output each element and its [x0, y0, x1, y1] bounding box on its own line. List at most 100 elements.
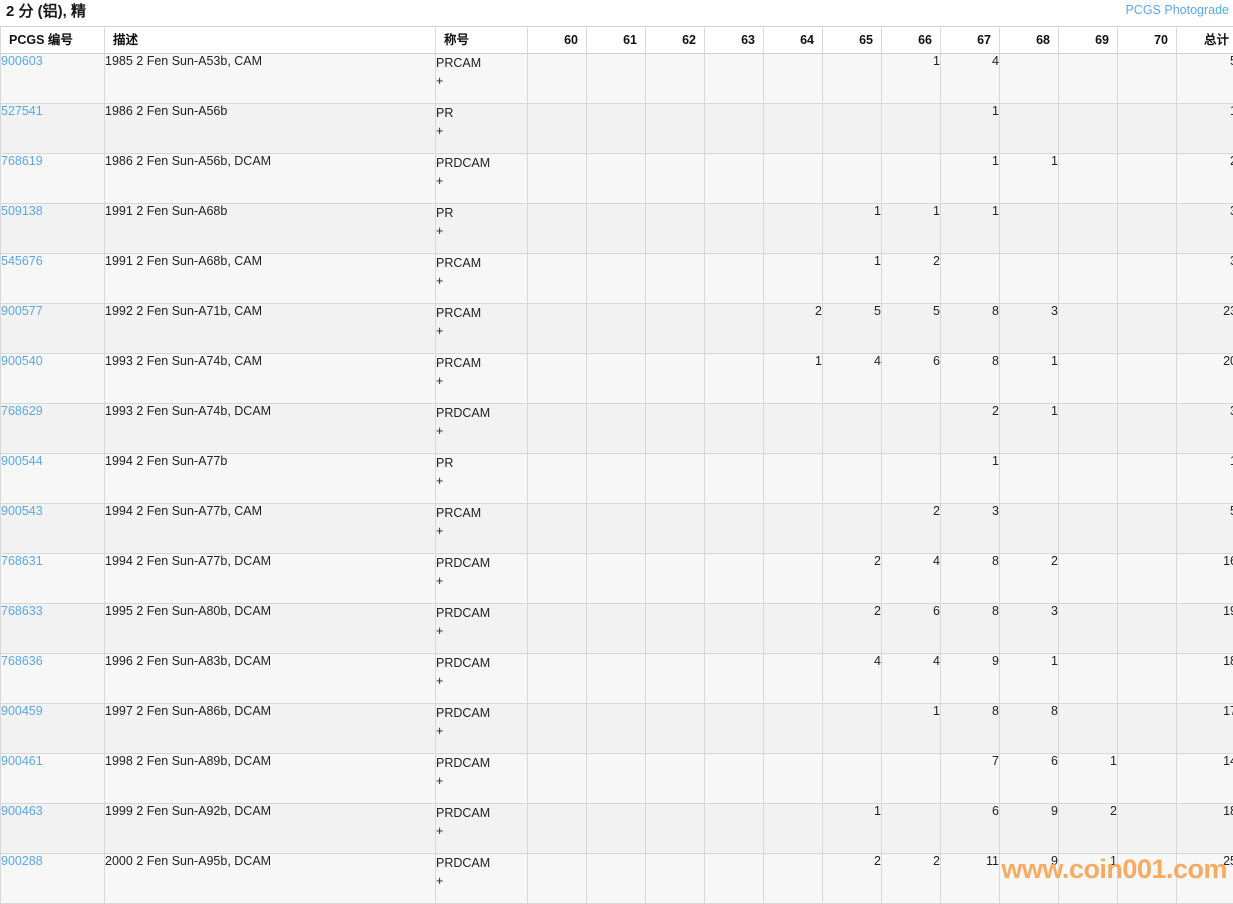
- pcgs-no-link[interactable]: 768631: [1, 554, 43, 568]
- col-header-description[interactable]: 描述: [105, 27, 436, 54]
- designation-label: PRCAM: [436, 356, 481, 370]
- cell-total: 25: [1177, 854, 1233, 904]
- cell-grade-61: [587, 854, 646, 904]
- cell-grade-68: [1000, 54, 1059, 104]
- cell-description: 1993 2 Fen Sun-A74b, DCAM: [105, 404, 436, 454]
- pcgs-no-link[interactable]: 768619: [1, 154, 43, 168]
- cell-grade-60: [528, 504, 587, 554]
- cell-grade-64: [764, 754, 823, 804]
- designation-label: PRDCAM: [436, 756, 490, 770]
- col-header-grade-66[interactable]: 66: [882, 27, 941, 54]
- cell-grade-64: [764, 454, 823, 504]
- designation-label: PRDCAM: [436, 606, 490, 620]
- cell-pcgs-no: 900603: [1, 54, 105, 104]
- col-header-total[interactable]: 总计: [1177, 27, 1233, 54]
- pcgs-no-link[interactable]: 768629: [1, 404, 43, 418]
- cell-designation: PR+: [436, 204, 528, 254]
- col-header-grade-69[interactable]: 69: [1059, 27, 1118, 54]
- col-header-designation[interactable]: 称号: [436, 27, 528, 54]
- cell-pcgs-no: 900461: [1, 754, 105, 804]
- cell-pcgs-no: 900463: [1, 804, 105, 854]
- cell-grade-63: [705, 354, 764, 404]
- cell-grade-63: [705, 804, 764, 854]
- pcgs-no-link[interactable]: 900543: [1, 504, 43, 518]
- pcgs-no-link[interactable]: 900288: [1, 854, 43, 868]
- cell-grade-69: [1059, 604, 1118, 654]
- cell-grade-62: [646, 654, 705, 704]
- pcgs-no-link[interactable]: 768636: [1, 654, 43, 668]
- pcgs-photograde-link[interactable]: PCGS Photograde: [1125, 3, 1229, 17]
- cell-grade-62: [646, 604, 705, 654]
- cell-grade-69: [1059, 204, 1118, 254]
- designation-label: PRDCAM: [436, 556, 490, 570]
- cell-description: 1996 2 Fen Sun-A83b, DCAM: [105, 654, 436, 704]
- pcgs-no-link[interactable]: 900577: [1, 304, 43, 318]
- cell-total: 17: [1177, 704, 1233, 754]
- pcgs-no-link[interactable]: 509138: [1, 204, 43, 218]
- cell-designation: PRDCAM+: [436, 404, 528, 454]
- cell-grade-70: [1118, 254, 1177, 304]
- cell-grade-62: [646, 504, 705, 554]
- cell-grade-69: [1059, 404, 1118, 454]
- cell-grade-61: [587, 104, 646, 154]
- cell-grade-69: [1059, 104, 1118, 154]
- cell-grade-60: [528, 254, 587, 304]
- designation-label: PRDCAM: [436, 806, 490, 820]
- cell-grade-66: 2: [882, 254, 941, 304]
- cell-grade-65: 4: [823, 354, 882, 404]
- cell-grade-66: [882, 154, 941, 204]
- designation-plus: +: [436, 172, 527, 190]
- col-header-grade-65[interactable]: 65: [823, 27, 882, 54]
- cell-grade-65: [823, 54, 882, 104]
- cell-grade-63: [705, 54, 764, 104]
- designation-plus: +: [436, 322, 527, 340]
- cell-grade-69: [1059, 304, 1118, 354]
- pcgs-no-link[interactable]: 900544: [1, 454, 43, 468]
- col-header-pcgs-no[interactable]: PCGS 编号: [1, 27, 105, 54]
- pcgs-no-link[interactable]: 900540: [1, 354, 43, 368]
- cell-grade-64: [764, 254, 823, 304]
- cell-grade-66: 2: [882, 504, 941, 554]
- cell-total: 1: [1177, 104, 1233, 154]
- cell-designation: PRDCAM+: [436, 654, 528, 704]
- cell-grade-69: 1: [1059, 854, 1118, 904]
- cell-grade-68: 3: [1000, 604, 1059, 654]
- cell-description: 1994 2 Fen Sun-A77b, DCAM: [105, 554, 436, 604]
- cell-designation: PRDCAM+: [436, 554, 528, 604]
- col-header-grade-67[interactable]: 67: [941, 27, 1000, 54]
- pcgs-no-link[interactable]: 900463: [1, 804, 43, 818]
- cell-grade-61: [587, 754, 646, 804]
- cell-total: 2: [1177, 154, 1233, 204]
- cell-grade-62: [646, 804, 705, 854]
- col-header-grade-60[interactable]: 60: [528, 27, 587, 54]
- cell-grade-64: 2: [764, 304, 823, 354]
- cell-pcgs-no: 768631: [1, 554, 105, 604]
- cell-total: 3: [1177, 404, 1233, 454]
- pcgs-no-link[interactable]: 900459: [1, 704, 43, 718]
- designation-label: PRDCAM: [436, 406, 490, 420]
- pcgs-no-link[interactable]: 900603: [1, 54, 43, 68]
- cell-grade-61: [587, 804, 646, 854]
- pcgs-no-link[interactable]: 545676: [1, 254, 43, 268]
- col-header-grade-63[interactable]: 63: [705, 27, 764, 54]
- cell-grade-63: [705, 204, 764, 254]
- col-header-grade-61[interactable]: 61: [587, 27, 646, 54]
- pcgs-no-link[interactable]: 768633: [1, 604, 43, 618]
- col-header-grade-64[interactable]: 64: [764, 27, 823, 54]
- cell-description: 1997 2 Fen Sun-A86b, DCAM: [105, 704, 436, 754]
- pcgs-no-link[interactable]: 527541: [1, 104, 43, 118]
- designation-label: PRCAM: [436, 256, 481, 270]
- cell-grade-61: [587, 654, 646, 704]
- pcgs-no-link[interactable]: 900461: [1, 754, 43, 768]
- cell-grade-70: [1118, 704, 1177, 754]
- col-header-grade-70[interactable]: 70: [1118, 27, 1177, 54]
- designation-label: PRCAM: [436, 56, 481, 70]
- col-header-grade-68[interactable]: 68: [1000, 27, 1059, 54]
- col-header-grade-62[interactable]: 62: [646, 27, 705, 54]
- cell-grade-62: [646, 154, 705, 204]
